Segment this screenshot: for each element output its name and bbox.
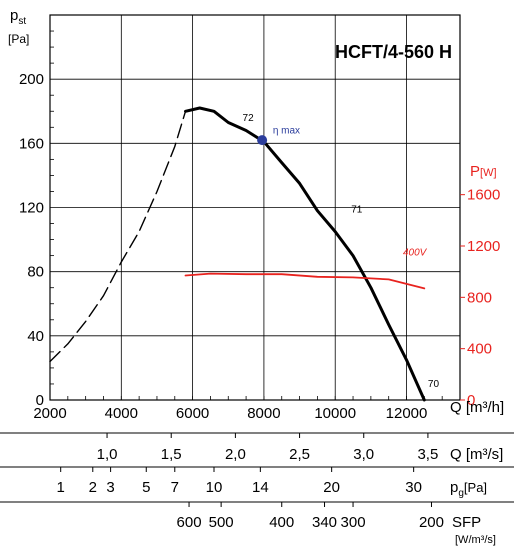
eta-max-point: [257, 135, 268, 146]
y-tick-label: 120: [19, 200, 44, 217]
scale-tick-label: 1,0: [97, 446, 118, 463]
series-line-2: [184, 272, 426, 290]
labels-layer: 2000 4000 6000 8000 10000 1200004080120160200…: [19, 71, 500, 422]
x-tick-label: 2000: [33, 405, 66, 422]
extra-scales: 1,0 1,5 2,0 2,5 3,0 3,5 1 2 3 5 7 10 14 20 30 600 500 400…: [0, 432, 514, 531]
y2-tick-label: 0: [467, 392, 475, 409]
qs-scale-label: Q [m³/s]: [450, 446, 503, 463]
chart-title: HCFT/4-560 H: [335, 42, 452, 62]
annotation-label: 72: [243, 113, 255, 124]
pg-scale-label: pg[Pa]: [450, 479, 487, 499]
y-tick-label: 0: [36, 392, 44, 409]
series-line-0: [49, 110, 187, 363]
x-tick-label: 8000: [247, 405, 280, 422]
scale-tick-label: 340: [312, 514, 337, 531]
pg-scale-label-main: p: [450, 479, 458, 496]
scale-tick-label: 7: [171, 479, 179, 496]
scale-tick-label: 500: [209, 514, 234, 531]
y2-axis-label: P[W]: [470, 163, 497, 180]
pg-scale-label-sub: g: [458, 488, 464, 499]
minor-ticks: [50, 30, 465, 401]
annotation-label: 400V: [403, 248, 428, 259]
series-layer: [49, 106, 426, 402]
x-tick-label: 10000: [314, 405, 356, 422]
y-tick-label: 160: [19, 135, 44, 152]
series-line-1: [184, 106, 426, 402]
scale-tick-label: 20: [323, 479, 340, 496]
scale-tick-label: 14: [252, 479, 269, 496]
scale-tick-label: 10: [206, 479, 223, 496]
scale-tick-label: 200: [419, 514, 444, 531]
scale-tick-label: 300: [341, 514, 366, 531]
scale-tick-label: 400: [269, 514, 294, 531]
annotation-label: η max: [273, 126, 300, 137]
y2-axis-label-main: P: [470, 163, 480, 180]
scale-tick-label: 1,5: [161, 446, 182, 463]
grid: [49, 14, 461, 401]
scale-tick-label: 2,0: [225, 446, 246, 463]
y2-tick-label: 1200: [467, 238, 500, 255]
y-tick-label: 40: [27, 328, 44, 345]
x-tick-label: 4000: [105, 405, 138, 422]
x-tick-label: 6000: [176, 405, 209, 422]
sfp-scale-label: SFP: [452, 514, 481, 531]
sfp-scale-unit: [W/m³/s]: [455, 534, 496, 546]
scale-tick-label: 3,0: [353, 446, 374, 463]
annotation-label: 70: [428, 379, 440, 390]
annotation-label: 71: [351, 204, 363, 215]
y2-tick-label: 1600: [467, 187, 500, 204]
y-tick-label: 80: [27, 264, 44, 281]
scale-tick-label: 3: [106, 479, 114, 496]
y-axis-label: pst: [10, 7, 26, 27]
x-axis-label: Q [m³/h]: [450, 399, 504, 416]
x-tick-label: 12000: [386, 405, 428, 422]
scale-tick-label: 600: [177, 514, 202, 531]
scale-tick-label: 2,5: [289, 446, 310, 463]
y-tick-label: 200: [19, 71, 44, 88]
y-axis-label-sub: st: [18, 16, 26, 27]
scale-tick-label: 3,5: [417, 446, 438, 463]
pg-scale-label-unit: [Pa]: [464, 480, 487, 495]
scale-tick-label: 30: [405, 479, 422, 496]
y-axis-label-main: p: [10, 7, 18, 24]
scale-tick-label: 5: [142, 479, 150, 496]
scale-tick-label: 1: [57, 479, 65, 496]
y2-tick-label: 800: [467, 289, 492, 306]
y2-axis-label-unit: [W]: [480, 167, 497, 179]
scale-tick-label: 2: [89, 479, 97, 496]
y2-tick-label: 400: [467, 341, 492, 358]
y-axis-unit: [Pa]: [8, 32, 29, 46]
